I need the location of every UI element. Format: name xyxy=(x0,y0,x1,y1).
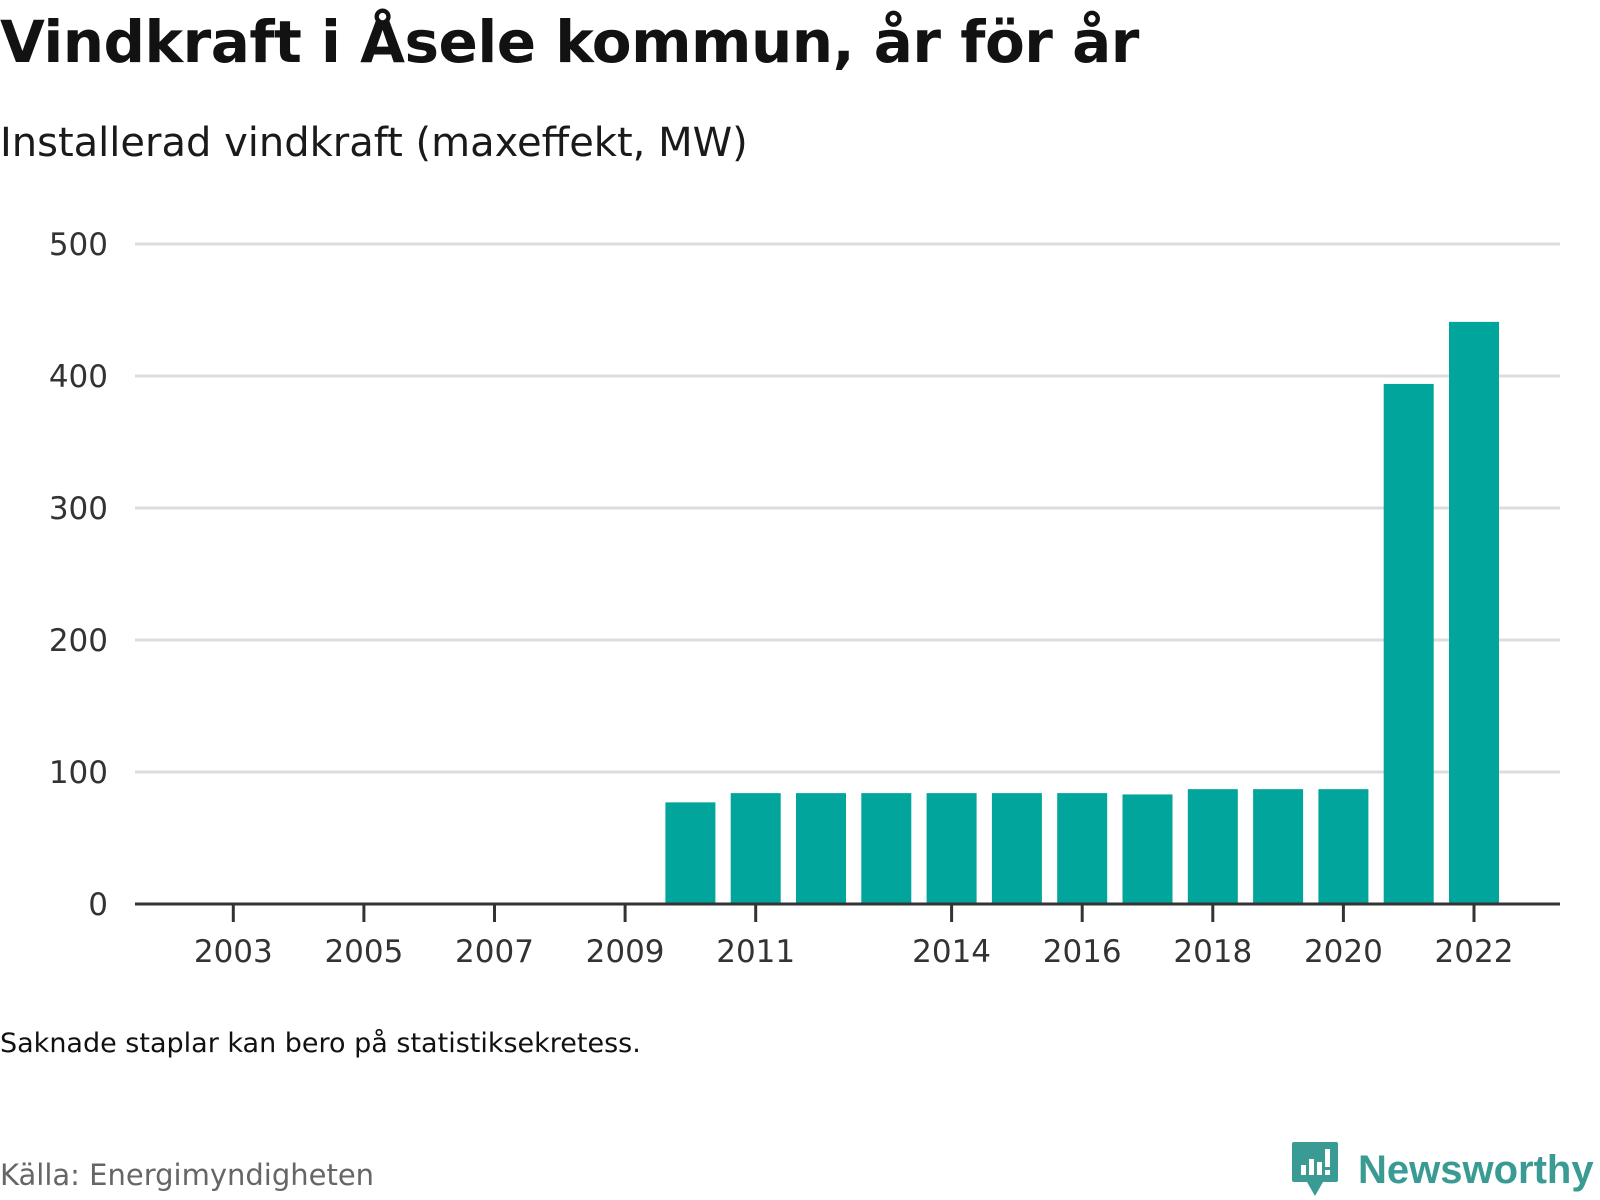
chart-subtitle: Installerad vindkraft (maxeffekt, MW) xyxy=(0,120,748,166)
bar-2018 xyxy=(1187,789,1238,904)
x-tick-label-2018: 2018 xyxy=(1173,934,1252,970)
source-note: Källa: Energimyndigheten xyxy=(0,1158,375,1192)
y-tick-label-400: 400 xyxy=(49,359,108,395)
footnote: Saknade staplar kan bero på statistiksek… xyxy=(0,1028,641,1059)
chart-title: Vindkraft i Åsele kommun, år för år xyxy=(0,8,1139,76)
x-tick-label-2020: 2020 xyxy=(1304,934,1383,970)
newsworthy-logo-icon xyxy=(1292,1142,1338,1196)
bars xyxy=(665,321,1499,904)
bar-2019 xyxy=(1253,789,1304,904)
y-tick-label-100: 100 xyxy=(49,755,108,791)
x-tick-label-2007: 2007 xyxy=(455,934,534,970)
y-tick-label-0: 0 xyxy=(88,887,108,923)
x-tick-label-2003: 2003 xyxy=(194,934,273,970)
gridlines xyxy=(135,242,1560,774)
x-tick-label-2014: 2014 xyxy=(912,934,991,970)
y-tick-label-500: 500 xyxy=(49,227,108,263)
x-tick-label-2011: 2011 xyxy=(716,934,795,970)
bar-2010 xyxy=(665,802,716,904)
x-tick-label-2016: 2016 xyxy=(1043,934,1122,970)
x-tick-label-2022: 2022 xyxy=(1435,934,1514,970)
y-axis-labels: 0 100 200 300 400 500 xyxy=(49,227,108,923)
bar-2012 xyxy=(796,793,846,904)
brand-name: Newsworthy xyxy=(1358,1147,1594,1192)
x-tick-label-2005: 2005 xyxy=(324,934,403,970)
bar-2016 xyxy=(1057,793,1108,904)
y-tick-label-300: 300 xyxy=(49,491,108,527)
bar-2021 xyxy=(1383,383,1434,904)
bar-2017 xyxy=(1122,794,1173,904)
bar-2020 xyxy=(1318,789,1369,904)
y-tick-label-200: 200 xyxy=(49,623,108,659)
x-axis: 2003 2005 2007 2009 2011 2014 2016 2018 2020 2022 xyxy=(135,902,1560,970)
bar-2022 xyxy=(1449,321,1499,904)
bar-2015 xyxy=(991,793,1042,904)
bar-2013 xyxy=(861,793,912,904)
bar-2011 xyxy=(730,793,781,904)
bar-chart: 0 100 200 300 400 500 2003 2005 2007 2009 2011 201… xyxy=(49,227,1560,970)
bar-2014 xyxy=(926,793,977,904)
x-tick-label-2009: 2009 xyxy=(586,934,665,970)
brand-logo-link[interactable]: Newsworthy xyxy=(1290,1140,1594,1200)
